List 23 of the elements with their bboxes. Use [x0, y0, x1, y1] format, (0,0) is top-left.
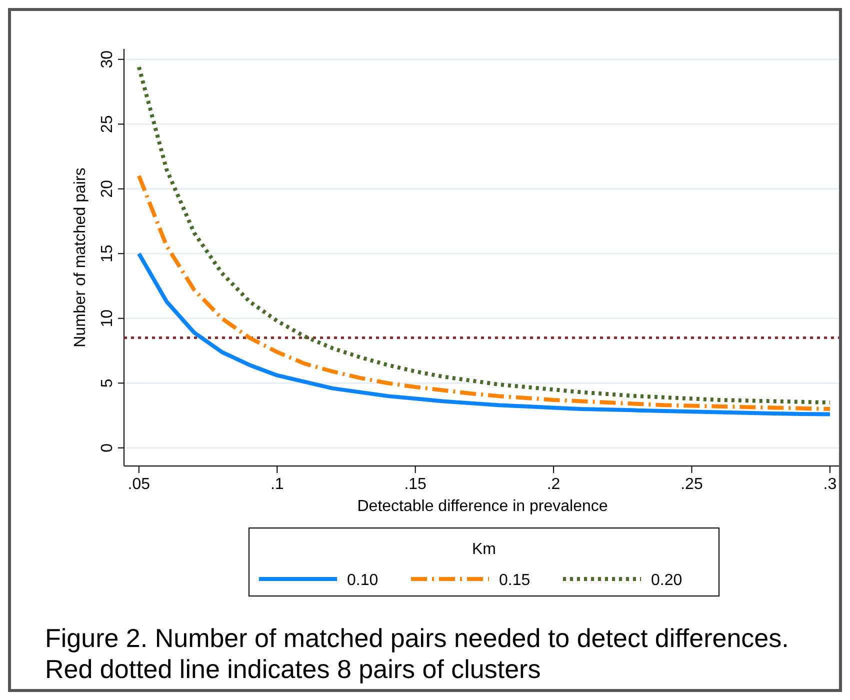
x-tick-label: .15 — [404, 476, 427, 493]
caption: Figure 2. Number of matched pairs needed to detect differences. Red dotted line indicates 8 pairs of clusters — [45, 623, 790, 685]
line-series — [136, 65, 832, 405]
x-tick-label: .05 — [128, 476, 150, 493]
x-tick-label: .25 — [680, 476, 703, 493]
y-tick-label: 30 — [99, 50, 116, 68]
x-tick-label: .3 — [823, 476, 837, 493]
x-axis-title: Detectable difference in prevalence — [357, 498, 608, 515]
y-tick-label: 15 — [99, 244, 116, 263]
y-tick-label: 10 — [99, 309, 116, 328]
line-series — [136, 174, 832, 412]
x-tick-label: .2 — [546, 476, 560, 493]
legend-title: Km — [472, 541, 496, 558]
y-tick-label: 25 — [99, 115, 116, 134]
legend-label: 0.15 — [499, 572, 530, 589]
y-tick-label: 5 — [99, 378, 116, 388]
x-tick-label: .1 — [270, 476, 284, 493]
y-tick-label: 20 — [99, 180, 116, 198]
legend-label: 0.10 — [347, 572, 378, 589]
y-axis-title: Number of matched pairs — [72, 168, 89, 348]
legend-label: 0.20 — [651, 572, 682, 589]
y-tick-label: 0 — [99, 443, 116, 452]
line-series — [136, 252, 832, 416]
